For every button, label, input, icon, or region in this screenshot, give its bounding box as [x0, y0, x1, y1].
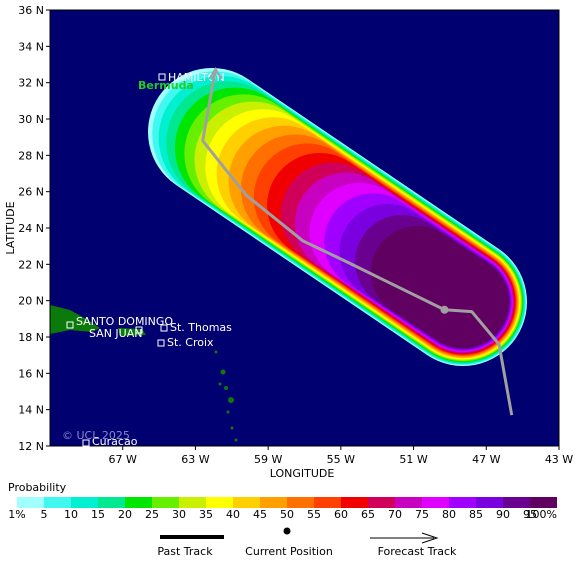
colorbar-label: 50 — [280, 508, 294, 521]
colorbar-swatch — [314, 497, 341, 508]
place-marker — [160, 324, 168, 332]
probability-field — [148, 68, 527, 366]
colorbar-label: 1% — [8, 508, 25, 521]
colorbar-label: 45 — [253, 508, 267, 521]
colorbar-swatch — [17, 497, 44, 508]
y-tick-label: 24 N — [18, 222, 44, 235]
colorbar-label: 10 — [64, 508, 78, 521]
place-label: HAMILTON — [168, 71, 225, 84]
x-tick-label: 63 W — [181, 453, 209, 466]
y-tick-label: 14 N — [18, 404, 44, 417]
colorbar-swatch — [98, 497, 125, 508]
current-position — [440, 305, 449, 314]
colorbar-swatch — [152, 497, 179, 508]
track-arrowhead — [208, 67, 223, 80]
y-tick-label: 16 N — [18, 367, 44, 380]
colorbar-swatch — [44, 497, 71, 508]
place-marker — [82, 439, 90, 447]
colorbar-swatch — [206, 497, 233, 508]
place-marker — [157, 339, 165, 347]
colorbar-swatch — [287, 497, 314, 508]
y-tick-label: 30 N — [18, 113, 44, 126]
colorbar-label: 60 — [334, 508, 348, 521]
legend-current: Current Position — [245, 545, 333, 558]
colorbar-swatch — [179, 497, 206, 508]
colorbar-swatch — [476, 497, 503, 508]
y-tick-label: 20 N — [18, 295, 44, 308]
x-tick-label: 43 W — [545, 453, 573, 466]
colorbar-label: 25 — [145, 508, 159, 521]
x-axis-label: LONGITUDE — [270, 467, 335, 480]
colorbar-swatch — [233, 497, 260, 508]
colorbar-label: 85 — [469, 508, 483, 521]
colorbar-label: 5 — [41, 508, 48, 521]
colorbar-label: 70 — [388, 508, 402, 521]
colorbar-label: 30 — [172, 508, 186, 521]
colorbar-label: 20 — [118, 508, 132, 521]
copyright: © UCL 2025 — [62, 429, 130, 442]
colorbar-label: 90 — [496, 508, 510, 521]
colorbar-swatch — [449, 497, 476, 508]
colorbar-swatch — [260, 497, 287, 508]
land — [50, 305, 238, 442]
colorbar-label: 35 — [199, 508, 213, 521]
y-tick-label: 18 N — [18, 331, 44, 344]
y-tick-label: 28 N — [18, 149, 44, 162]
colorbar-swatch — [530, 497, 557, 508]
colorbar-swatch — [368, 497, 395, 508]
x-tick-label: 59 W — [254, 453, 282, 466]
current-position-sample — [283, 527, 291, 535]
colorbar-swatch — [341, 497, 368, 508]
legend-past: Past Track — [157, 545, 213, 558]
colorbar-label: 55 — [307, 508, 321, 521]
forecast-track — [201, 69, 514, 416]
colorbar-swatch — [395, 497, 422, 508]
colorbar-label: 100% — [526, 508, 557, 521]
colorbar-swatch — [503, 497, 530, 508]
colorbar-label: 80 — [442, 508, 456, 521]
colorbar-label: 40 — [226, 508, 240, 521]
y-tick-label: 26 N — [18, 186, 44, 199]
x-tick-label: 67 W — [109, 453, 137, 466]
colorbar-title: Probability — [8, 481, 67, 494]
colorbar-swatch — [422, 497, 449, 508]
colorbar-label: 95 — [523, 508, 537, 521]
colorbar-swatch — [125, 497, 152, 508]
place-marker — [158, 73, 166, 81]
place-label: Bermuda — [138, 79, 194, 92]
x-tick-label: 55 W — [327, 453, 355, 466]
probability-band — [371, 226, 509, 348]
place-marker — [135, 326, 143, 334]
x-tick-label: 51 W — [399, 453, 427, 466]
place-label: Curacao — [92, 435, 138, 448]
colorbar-label: 65 — [361, 508, 375, 521]
y-tick-label: 22 N — [18, 258, 44, 271]
y-axis-label: LATITUDE — [4, 201, 17, 254]
place-label: SAN JUAN — [89, 327, 143, 340]
colorbar-label: 15 — [91, 508, 105, 521]
place-label: St. Croix — [167, 336, 214, 349]
y-tick-label: 12 N — [18, 440, 44, 453]
y-tick-label: 36 N — [18, 4, 44, 17]
legend-forecast: Forecast Track — [378, 545, 457, 558]
y-tick-label: 34 N — [18, 40, 44, 53]
colorbar-swatch — [71, 497, 98, 508]
place-label: St. Thomas — [170, 321, 232, 334]
forecast-arrow — [421, 532, 439, 544]
place-label: SANTO DOMINGO — [76, 315, 173, 328]
y-tick-label: 32 N — [18, 77, 44, 90]
place-marker — [66, 321, 74, 329]
colorbar-label: 75 — [415, 508, 429, 521]
x-tick-label: 47 W — [472, 453, 500, 466]
